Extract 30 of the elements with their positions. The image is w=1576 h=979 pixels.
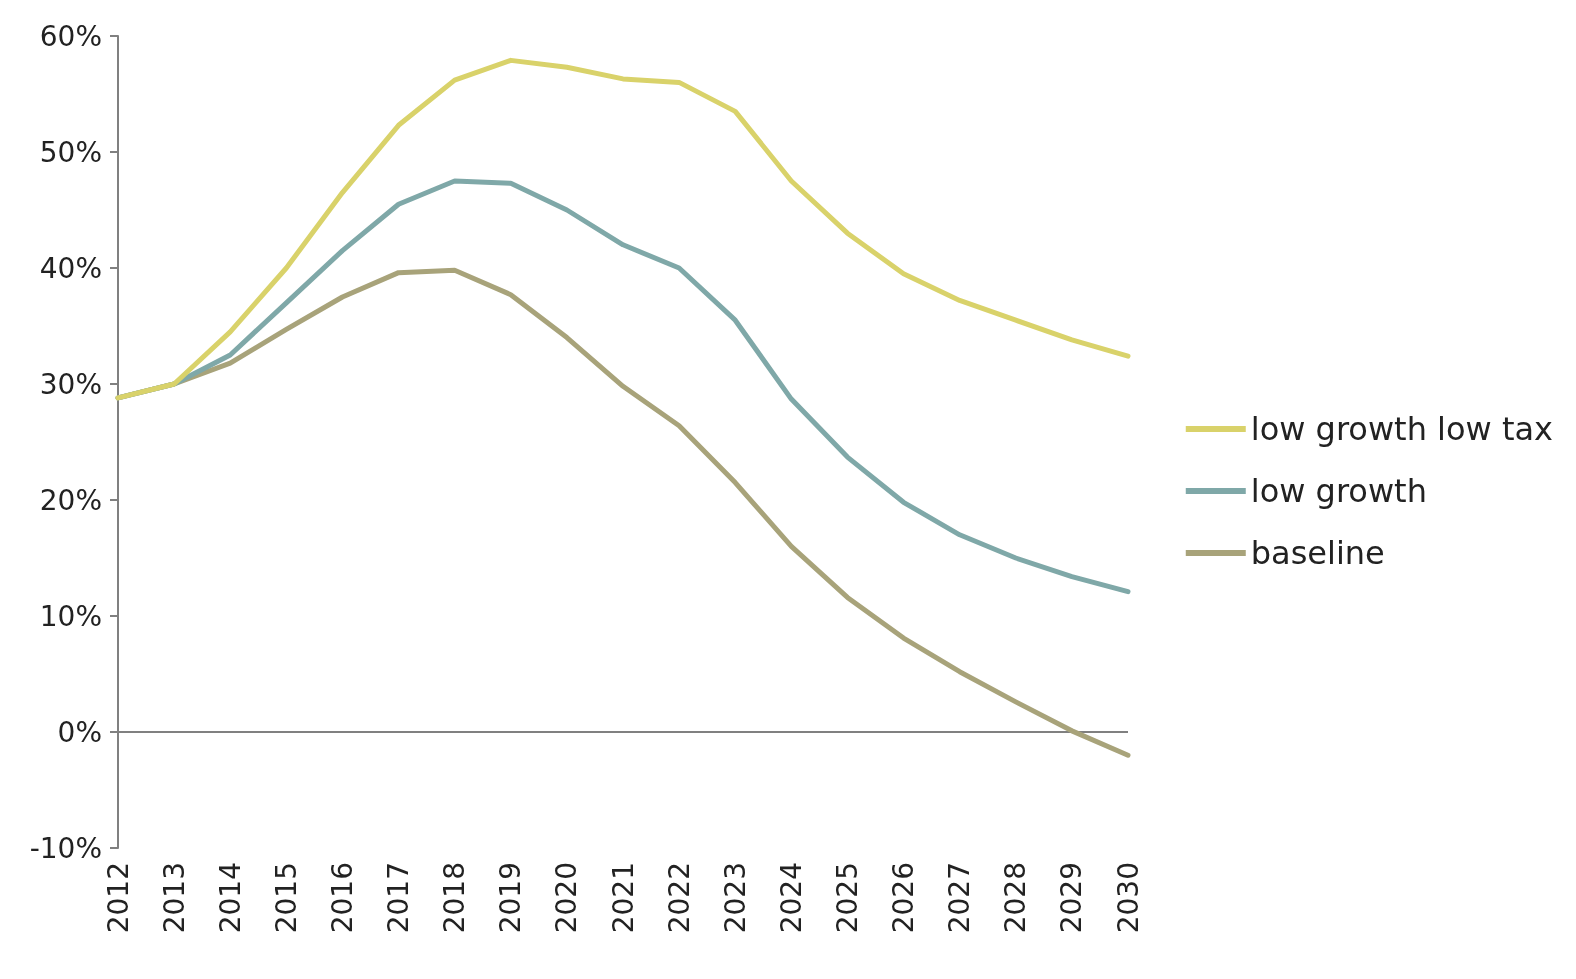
- y-tick-label: 10%: [39, 599, 102, 633]
- x-tick-label: 2013: [157, 862, 191, 934]
- x-tick-label: 2020: [550, 862, 584, 934]
- x-tick-label: 2015: [269, 862, 303, 934]
- x-tick-label: 2024: [774, 862, 808, 934]
- x-tick-label: 2018: [438, 862, 472, 934]
- y-tick-label: 20%: [39, 483, 102, 517]
- x-tick-label: 2021: [606, 862, 640, 934]
- y-tick-label: -10%: [29, 831, 102, 865]
- x-tick-label: 2030: [1111, 862, 1145, 934]
- x-tick-label: 2012: [101, 862, 135, 934]
- legend-label: baseline: [1250, 534, 1385, 572]
- y-tick-label: 30%: [39, 367, 102, 401]
- x-tick-label: 2022: [662, 862, 696, 934]
- x-tick-label: 2025: [830, 862, 864, 934]
- x-tick-label: 2029: [1055, 862, 1089, 934]
- x-tick-label: 2016: [325, 862, 359, 934]
- x-tick-label: 2019: [494, 862, 528, 934]
- legend-label: low growth low tax: [1250, 410, 1553, 448]
- x-tick-label: 2023: [718, 862, 752, 934]
- x-tick-label: 2014: [213, 862, 247, 934]
- y-tick-label: 50%: [39, 135, 102, 169]
- x-tick-label: 2017: [382, 862, 416, 934]
- y-tick-label: 60%: [39, 19, 102, 53]
- legend-label: low growth: [1250, 472, 1427, 510]
- x-tick-label: 2028: [999, 862, 1033, 934]
- x-tick-label: 2026: [887, 862, 921, 934]
- x-tick-label: 2027: [943, 862, 977, 934]
- y-tick-label: 40%: [39, 251, 102, 285]
- y-tick-label: 0%: [57, 715, 102, 749]
